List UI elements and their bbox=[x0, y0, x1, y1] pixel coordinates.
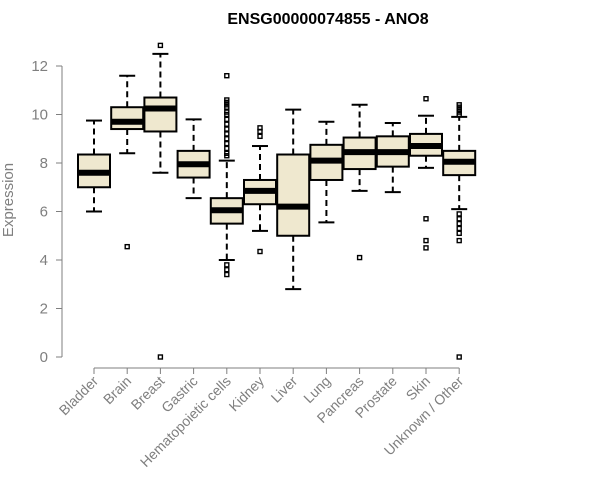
box-series bbox=[77, 42, 477, 360]
outlier-point bbox=[224, 131, 230, 137]
outlier-point bbox=[224, 72, 230, 79]
outlier-point bbox=[257, 128, 263, 135]
box-brain bbox=[110, 74, 145, 250]
outlier-point bbox=[157, 42, 164, 49]
box-liver bbox=[276, 108, 311, 291]
outlier-point bbox=[456, 237, 462, 244]
x-tick-label: Bladder bbox=[56, 373, 102, 419]
outlier-point bbox=[456, 230, 462, 237]
x-tick-label: Liver bbox=[268, 373, 301, 406]
y-tick-label: 0 bbox=[40, 349, 48, 366]
y-axis-label: Expression bbox=[0, 163, 17, 237]
box-gastric bbox=[176, 118, 211, 200]
outlier-point bbox=[456, 111, 462, 118]
iqr-box bbox=[110, 106, 145, 131]
outlier-point bbox=[456, 354, 462, 360]
box-skin bbox=[409, 96, 443, 251]
y-tick-label: 10 bbox=[31, 107, 48, 124]
x-tick-label: Kidney bbox=[226, 373, 268, 415]
y-tick-label: 8 bbox=[40, 155, 48, 172]
outlier-point bbox=[224, 104, 230, 110]
outlier-point bbox=[423, 245, 429, 251]
box-pancreas bbox=[342, 103, 377, 261]
outlier-point bbox=[423, 96, 429, 102]
iqr-box bbox=[276, 153, 311, 237]
iqr-box bbox=[143, 96, 178, 133]
y-tick-label: 2 bbox=[40, 301, 48, 318]
outlier-point bbox=[423, 237, 429, 244]
box-lung bbox=[309, 120, 344, 224]
outlier-point bbox=[224, 136, 230, 142]
outlier-point bbox=[224, 111, 230, 118]
outlier-point bbox=[224, 140, 230, 147]
box-hematopoietic-cells bbox=[209, 72, 244, 278]
outlier-point bbox=[224, 262, 230, 268]
outlier-point bbox=[224, 145, 230, 152]
outlier-point bbox=[224, 121, 230, 127]
box-breast bbox=[143, 42, 178, 360]
outlier-point bbox=[124, 243, 130, 250]
outlier-point bbox=[356, 254, 363, 261]
outlier-point bbox=[456, 216, 462, 222]
outlier-point bbox=[224, 271, 230, 278]
outlier-point bbox=[224, 267, 230, 273]
y-axis-ticks: 0 2 4 6 8 10 12 bbox=[31, 58, 62, 366]
y-tick-label: 6 bbox=[40, 204, 48, 221]
outlier-point bbox=[224, 116, 230, 123]
box-prostate bbox=[375, 121, 410, 194]
outlier-point bbox=[257, 133, 263, 140]
outlier-point bbox=[157, 354, 164, 360]
y-tick-label: 12 bbox=[31, 58, 48, 75]
box-unknown-other bbox=[442, 102, 477, 360]
chart-title: ENSG00000074855 - ANO8 bbox=[227, 11, 428, 28]
outlier-point bbox=[456, 220, 462, 227]
outlier-point bbox=[224, 153, 230, 159]
outlier-point bbox=[257, 248, 263, 255]
box-bladder bbox=[77, 119, 111, 213]
outlier-point bbox=[456, 211, 462, 217]
outlier-point bbox=[456, 225, 462, 232]
outlier-point bbox=[224, 126, 230, 132]
box-kidney bbox=[243, 125, 277, 255]
y-tick-label: 4 bbox=[40, 252, 48, 269]
outlier-point bbox=[423, 216, 429, 222]
